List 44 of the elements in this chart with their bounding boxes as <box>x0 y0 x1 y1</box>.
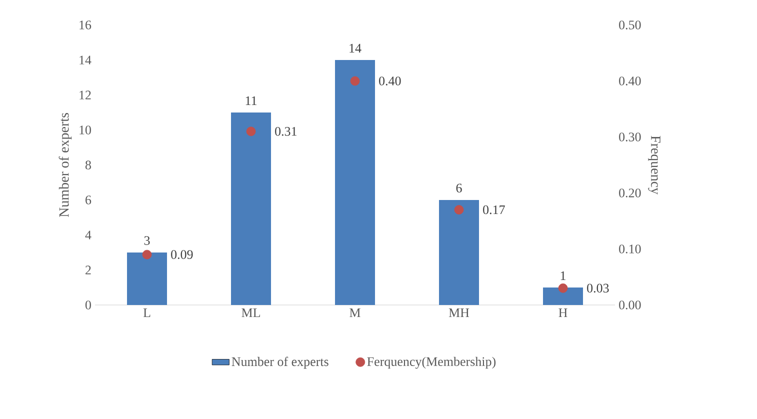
legend-label: Number of experts <box>232 356 328 369</box>
data-label: 6 <box>456 184 462 192</box>
y-tick-label: 14 <box>80 56 92 64</box>
point <box>246 126 256 136</box>
bar <box>543 287 583 305</box>
y2-tick-label: 0.20 <box>619 188 641 198</box>
y-tick-label: 12 <box>80 90 91 100</box>
data-label: 11 <box>246 96 256 105</box>
point <box>454 205 464 214</box>
y2-axis-title: Frequency <box>648 136 660 194</box>
x-tick-label: M <box>350 308 360 318</box>
y-tick-label: 10 <box>80 126 91 134</box>
data-label: 0.40 <box>379 76 401 86</box>
y-axis-title: Number of experts <box>58 113 72 218</box>
bar <box>231 112 272 305</box>
x-tick-label: MH <box>448 308 470 318</box>
x-tick-label: H <box>558 308 568 318</box>
y-tick-label: 6 <box>86 196 92 204</box>
y-tick-label: 0 <box>85 300 91 310</box>
bar <box>439 200 480 305</box>
x-tick-label: L <box>143 308 150 318</box>
y2-tick-label: 0.00 <box>619 300 641 310</box>
data-label: 0.09 <box>171 250 193 260</box>
point <box>558 283 568 293</box>
y-tick-label: 8 <box>85 160 91 170</box>
x-tick-label: ML <box>242 308 260 318</box>
bar <box>127 252 168 305</box>
legend-label: Ferquency(Membership) <box>367 356 496 369</box>
point <box>350 76 360 86</box>
data-label: 1 <box>560 271 566 280</box>
data-label: 0.03 <box>587 284 609 293</box>
y-tick-label: 16 <box>80 20 92 30</box>
y-tick-label: 4 <box>85 230 92 240</box>
y2-tick-label: 0.10 <box>619 244 641 254</box>
y2-tick-label: 0.30 <box>619 132 641 142</box>
data-label: 3 <box>144 236 150 245</box>
y2-tick-label: 0.50 <box>619 20 641 30</box>
data-label: 0.31 <box>275 126 297 136</box>
data-label: 14 <box>350 44 362 52</box>
bar <box>335 60 376 305</box>
y-tick-label: 2 <box>86 266 91 274</box>
data-label: 0.17 <box>483 205 505 214</box>
y2-tick-label: 0.40 <box>619 76 641 86</box>
point <box>142 250 152 260</box>
